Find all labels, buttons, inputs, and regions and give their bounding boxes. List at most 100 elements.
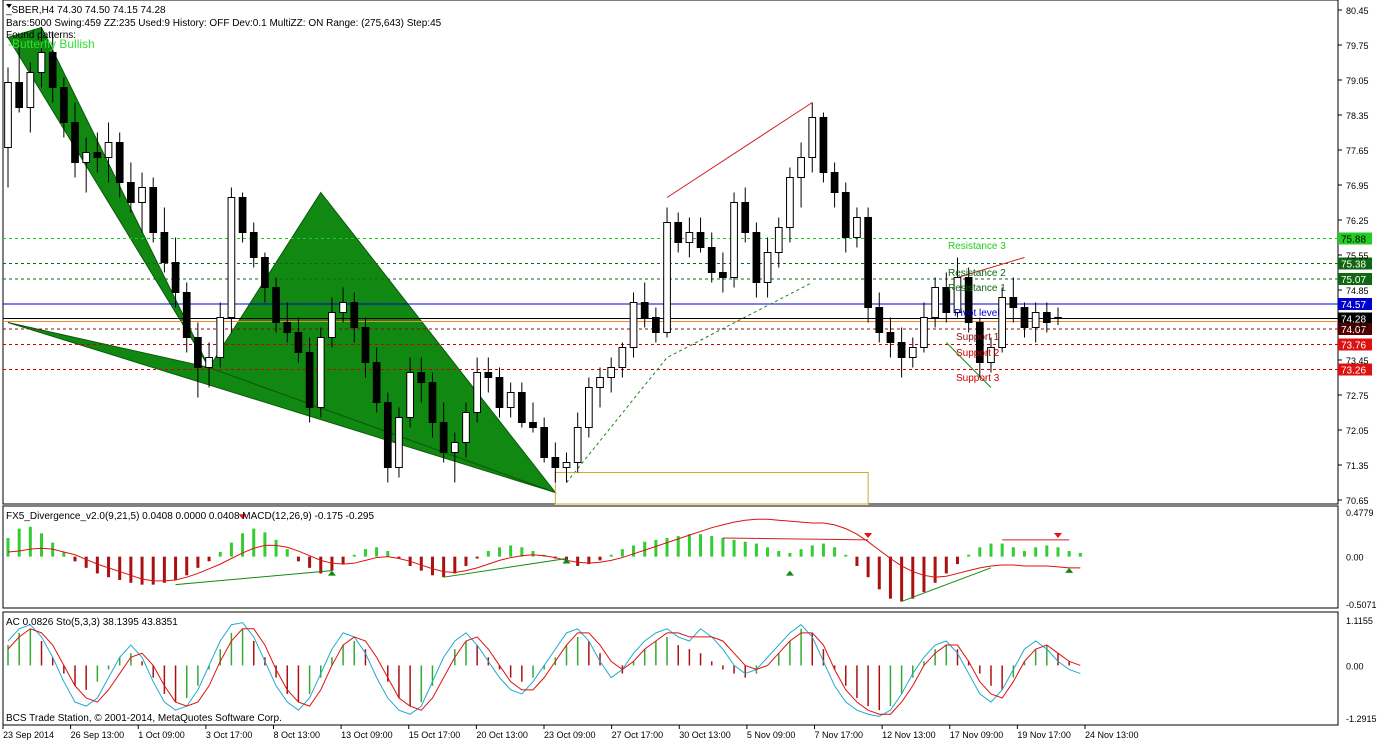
macd-bar <box>620 549 624 557</box>
macd-bar <box>162 556 166 583</box>
price-tag-label: 74.57 <box>1341 300 1366 311</box>
candle-body <box>4 82 12 148</box>
candle-body <box>350 302 359 328</box>
macd-bar <box>386 551 390 557</box>
candle-body <box>540 427 549 458</box>
candle-body <box>127 182 135 203</box>
candle-body <box>730 202 738 278</box>
macd-bar <box>888 556 892 599</box>
macd-bar <box>900 556 904 602</box>
macd-bar <box>84 556 88 568</box>
price-tag-label: 73.76 <box>1341 341 1366 352</box>
macd-bar <box>40 533 44 557</box>
macd-bar <box>665 537 669 557</box>
y-tick-label: 72.75 <box>1346 391 1369 401</box>
y-tick-label: 75.55 <box>1346 251 1369 261</box>
macd-bar <box>609 554 613 557</box>
macd-bar <box>486 551 490 557</box>
resistance-3-label: Resistance 3 <box>948 241 1006 252</box>
ac-panel[interactable] <box>2 611 1339 726</box>
macd-bar <box>754 543 758 557</box>
macd-signal-line <box>7 518 1081 582</box>
macd-bar <box>911 556 915 599</box>
macd-bar <box>419 556 423 571</box>
macd-bar <box>643 541 647 557</box>
macd-bar <box>319 556 323 574</box>
macd-panel[interactable] <box>2 505 1339 609</box>
candle-body <box>272 287 280 323</box>
candle-body <box>830 172 839 193</box>
candle-body <box>529 422 537 428</box>
y-tick-label: 73.45 <box>1346 356 1369 366</box>
candle-body <box>60 87 68 123</box>
macd-bar <box>62 551 66 557</box>
price-tag <box>1338 298 1372 310</box>
macd-bar <box>174 556 178 580</box>
macd-bar <box>721 537 725 557</box>
macd-bar <box>73 556 77 562</box>
target-box <box>554 472 869 505</box>
macd-bar <box>1022 551 1026 557</box>
price-tag <box>1338 257 1372 270</box>
candle-body <box>316 337 325 408</box>
macd-bar <box>296 556 300 562</box>
candle-body <box>372 362 381 403</box>
candle-body <box>406 372 414 418</box>
candle-body <box>931 287 939 318</box>
y-tick-label: 70.65 <box>1346 496 1369 506</box>
x-tick-label: 12 Nov 13:00 <box>882 730 936 740</box>
candle-body <box>752 232 761 283</box>
macd-bar <box>95 556 99 574</box>
candle-body <box>171 262 180 293</box>
macd-bar <box>576 556 580 566</box>
macd-bar <box>352 554 356 557</box>
x-tick-label: 17 Nov 09:00 <box>950 730 1004 740</box>
ac-tick-label: 0.00 <box>1346 661 1364 671</box>
macd-bar <box>598 556 602 561</box>
candle-body <box>585 387 593 428</box>
dropdown-triangle-icon[interactable] <box>6 4 12 8</box>
macd-bar <box>107 556 111 578</box>
candle-body <box>573 427 582 463</box>
candle-body <box>797 157 805 178</box>
arrow-up-icon <box>785 570 794 576</box>
candle-body <box>853 217 861 238</box>
symbol-info: _SBER,H4 74.30 74.50 74.15 74.28 <box>5 5 166 16</box>
macd-bar <box>632 545 636 557</box>
candle-body <box>115 142 124 183</box>
macd-bar <box>252 528 256 557</box>
macd-bar <box>207 556 211 562</box>
found-patterns-label: Found patterns: <box>6 30 76 41</box>
candle-body <box>841 192 850 238</box>
candle-body <box>484 372 493 378</box>
candle-body <box>227 197 236 318</box>
candle-body <box>71 122 79 163</box>
candle-body <box>194 337 202 368</box>
ac-tick-label: 1.1155 <box>1346 616 1373 626</box>
macd-bar <box>397 556 401 559</box>
arrow-down-icon <box>238 514 247 520</box>
candle-body <box>517 392 526 423</box>
y-tick-label: 79.05 <box>1346 76 1369 86</box>
candle-body <box>629 302 638 348</box>
x-tick-label: 26 Sep 13:00 <box>71 730 125 740</box>
macd-bar <box>978 547 982 557</box>
macd-bar <box>821 543 825 557</box>
arrow-up-icon <box>1065 567 1074 573</box>
macd-bar <box>6 537 10 557</box>
candle-body <box>1031 312 1040 328</box>
candle-body <box>596 377 604 388</box>
macd-bar <box>241 533 245 557</box>
macd-bar <box>877 556 881 590</box>
candle-body <box>908 347 917 358</box>
macd-tick-label: 0.00 <box>1346 553 1364 563</box>
candle-body <box>138 187 146 203</box>
candle-body <box>216 317 225 358</box>
candle-body <box>37 52 46 73</box>
y-tick-label: 77.65 <box>1346 146 1369 156</box>
candle-body <box>473 372 482 413</box>
candle-body <box>1020 307 1029 328</box>
macd-bar <box>933 556 937 583</box>
y-tick-label: 80.45 <box>1346 6 1369 16</box>
